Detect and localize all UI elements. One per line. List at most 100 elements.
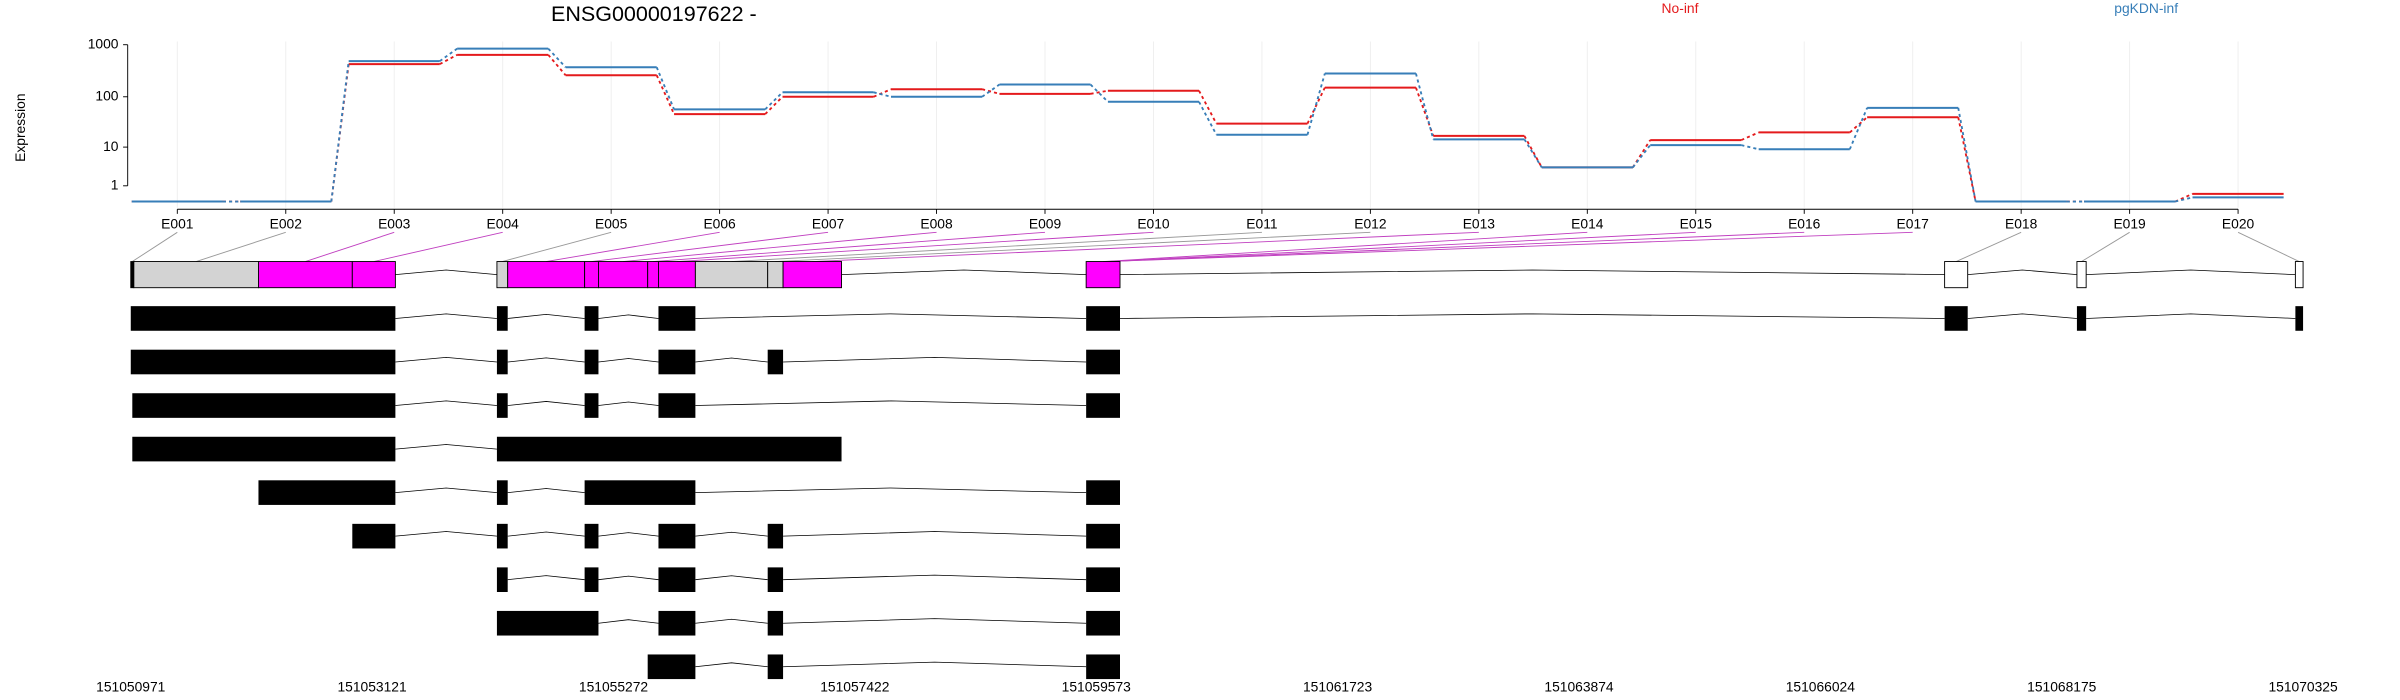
transcript-intron — [783, 574, 1087, 581]
exon-link — [502, 231, 612, 262]
y-tick-label: 100 — [95, 87, 118, 103]
transcript-exon — [496, 306, 508, 331]
transcript-intron — [507, 575, 585, 581]
transcript-intron — [507, 531, 585, 537]
expression-connector — [1740, 131, 1760, 141]
transcript-intron — [507, 357, 585, 363]
exon-link — [623, 231, 937, 262]
transcript-exon — [767, 567, 784, 592]
transcript-exon — [1086, 349, 1120, 375]
transcript-intron — [395, 487, 497, 493]
exon-link — [132, 231, 178, 262]
expression-connector — [1306, 87, 1326, 124]
expression-connector — [547, 48, 567, 68]
transcript-intron — [695, 400, 1087, 406]
transcript-intron — [598, 532, 659, 537]
transcript-exon — [132, 436, 396, 462]
transcript-intron — [598, 401, 659, 406]
x-tick-label: E017 — [1897, 215, 1929, 231]
exon-bin — [584, 261, 599, 289]
exon-bin — [647, 261, 659, 289]
exon-link — [676, 231, 1154, 262]
exon-bin — [133, 261, 259, 289]
expression-connector — [1849, 116, 1868, 134]
exon-bin — [1085, 261, 1121, 289]
y-tick-label: 1 — [111, 176, 119, 192]
transcript-intron — [695, 662, 768, 668]
transcript-exon — [1944, 306, 1968, 331]
transcript-exon — [258, 480, 396, 505]
transcript-intron — [598, 619, 659, 624]
coordinate-label: 151050971 — [96, 678, 166, 694]
transcript-exon — [767, 610, 784, 636]
transcript-exon — [658, 306, 696, 331]
transcript-exon — [658, 567, 696, 592]
exon-link — [731, 231, 1262, 262]
coordinate-label: 151053121 — [337, 678, 407, 694]
transcript-intron — [395, 531, 497, 537]
transcript-exon — [1086, 567, 1120, 592]
expression-connector — [1632, 144, 1651, 168]
transcript-intron — [695, 487, 1087, 493]
coordinate-label: 151063874 — [1544, 678, 1614, 694]
transcript-exon — [1086, 306, 1120, 331]
transcript-exon — [584, 567, 599, 592]
intron — [841, 269, 1087, 275]
transcript-intron — [1119, 313, 1945, 319]
transcript-intron — [783, 531, 1087, 537]
transcript-exon — [496, 523, 508, 549]
transcript-intron — [507, 313, 585, 319]
exon-link — [775, 231, 1371, 262]
expression-connector — [655, 66, 675, 110]
intron — [2086, 269, 2296, 275]
exon-bin — [130, 261, 135, 289]
exon-bin — [598, 261, 649, 289]
x-tick-label: E003 — [378, 215, 411, 231]
expression-connector — [1090, 89, 1109, 95]
transcript-exon — [496, 393, 508, 418]
exon-link — [2081, 231, 2130, 262]
transcript-exon — [584, 523, 599, 549]
transcript-exon — [496, 349, 508, 375]
transcript-exon — [496, 436, 842, 462]
expression-connector — [1198, 90, 1218, 125]
y-tick-label: 1000 — [88, 35, 119, 51]
transcript-exon — [1086, 393, 1120, 418]
expression-connector — [1632, 139, 1651, 168]
exon-bin — [694, 261, 769, 289]
exon-link — [373, 231, 503, 262]
x-tick-label: E006 — [703, 215, 736, 231]
transcript-exon — [496, 567, 508, 592]
intron — [395, 269, 497, 275]
coordinate-label: 151059573 — [1062, 678, 1132, 694]
transcript-intron — [783, 618, 1087, 624]
transcript-exon — [496, 480, 508, 505]
expression-connector — [1957, 107, 1977, 202]
x-tick-label: E012 — [1354, 215, 1386, 231]
transcript-intron — [695, 313, 1087, 319]
transcript-intron — [395, 313, 497, 319]
transcript-exon — [2295, 306, 2304, 331]
transcript-exon — [767, 654, 784, 680]
expression-connector — [547, 54, 567, 76]
coordinate-label: 151066024 — [1786, 678, 1856, 694]
coordinate-label: 151061723 — [1303, 678, 1373, 694]
coordinate-label: 151055272 — [579, 678, 648, 694]
exon-link — [305, 231, 395, 262]
exon-bin — [2294, 261, 2304, 289]
transcript-exon — [584, 393, 599, 418]
x-tick-label: E020 — [2222, 215, 2255, 231]
transcript-exon — [584, 349, 599, 375]
expression-connector — [1957, 117, 1977, 202]
x-tick-label: E016 — [1788, 215, 1821, 231]
transcript-intron — [2086, 313, 2296, 319]
expression-connector — [439, 47, 458, 62]
exon-bin — [507, 261, 586, 289]
exon-link — [1107, 231, 1913, 262]
x-tick-label: E009 — [1029, 215, 1062, 231]
exon-link — [2237, 231, 2300, 262]
exon-link — [653, 231, 1046, 262]
transcript-exon — [496, 610, 599, 636]
expression-connector — [1415, 87, 1435, 137]
